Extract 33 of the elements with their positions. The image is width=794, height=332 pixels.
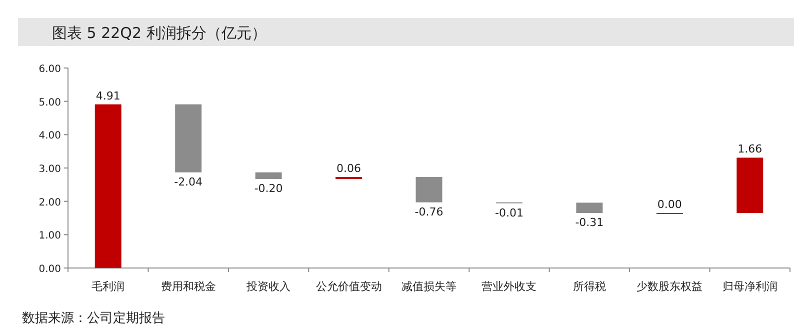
- data-label: 0.06: [336, 162, 362, 175]
- data-label: 0.00: [657, 198, 682, 211]
- y-tick-label: 1.00: [38, 230, 61, 242]
- data-label: -0.31: [575, 216, 604, 229]
- y-tick-label: 3.00: [38, 164, 61, 175]
- data-label: -2.04: [174, 175, 203, 188]
- data-label: -0.20: [254, 182, 283, 195]
- x-tick-label: 少数股东权益: [636, 280, 703, 293]
- bar: [736, 158, 764, 213]
- bar: [94, 104, 122, 268]
- x-tick-label: 投资收入: [246, 280, 291, 293]
- y-tick-label: 0.00: [38, 264, 61, 275]
- y-tick-label: 6.00: [38, 64, 61, 75]
- chart-title: 图表 5 22Q2 利润拆分（亿元）: [52, 24, 266, 42]
- bar: [255, 172, 282, 179]
- x-tick-label: 费用和税金: [160, 280, 216, 293]
- bar: [175, 104, 202, 172]
- source-note: 数据来源：公司定期报告: [22, 311, 165, 326]
- x-tick-label: 归母净利润: [722, 280, 778, 293]
- y-tick-label: 5.00: [38, 97, 61, 108]
- data-label: -0.01: [494, 206, 524, 220]
- data-label: 4.91: [96, 89, 120, 102]
- bar: [416, 177, 442, 202]
- data-label: 1.66: [738, 142, 762, 156]
- x-tick-label: 毛利润: [92, 280, 125, 293]
- bar: [576, 202, 603, 213]
- data-label: -0.76: [414, 205, 444, 218]
- x-tick-label: 减值损失等: [402, 280, 456, 293]
- y-tick-label: 4.00: [38, 130, 61, 142]
- x-tick-label: 所得税: [572, 280, 606, 293]
- y-tick-label: 2.00: [38, 197, 61, 208]
- x-tick-label: 营业外收支: [482, 280, 537, 293]
- x-tick-label: 公允价值变动: [316, 280, 382, 293]
